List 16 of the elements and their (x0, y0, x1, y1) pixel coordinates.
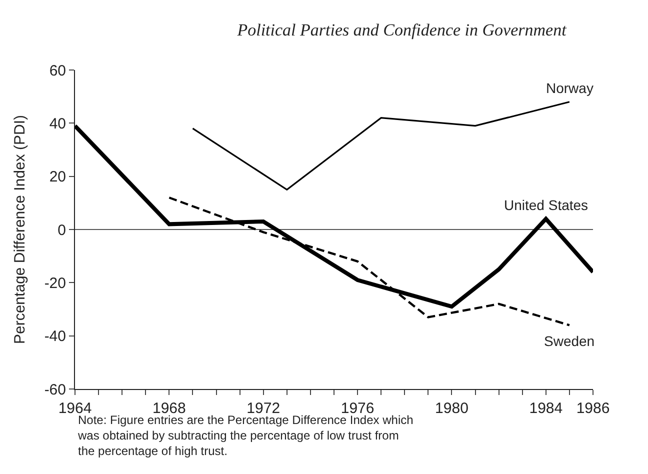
x-tick-label: 1986 (576, 400, 610, 417)
y-tick-label: -40 (44, 328, 66, 346)
y-tick-label: 60 (49, 62, 66, 80)
y-tick-label: -60 (44, 381, 66, 398)
y-tick-label: 40 (49, 115, 66, 132)
series-label: United States (504, 197, 588, 213)
line-series (192, 101, 570, 190)
y-tick-label: -20 (44, 274, 66, 292)
series-label: Norway (546, 80, 594, 96)
x-tick-label: 1984 (529, 400, 563, 417)
chart-title: Political Parties and Confidence in Government (236, 20, 568, 40)
x-tick-label: 1980 (435, 400, 468, 417)
series-label: Sweden (544, 333, 595, 349)
y-tick-label: 20 (49, 168, 66, 186)
y-tick-label: 0 (58, 222, 66, 239)
y-axis-title: Percentage Difference Index (PDI) (12, 114, 29, 344)
